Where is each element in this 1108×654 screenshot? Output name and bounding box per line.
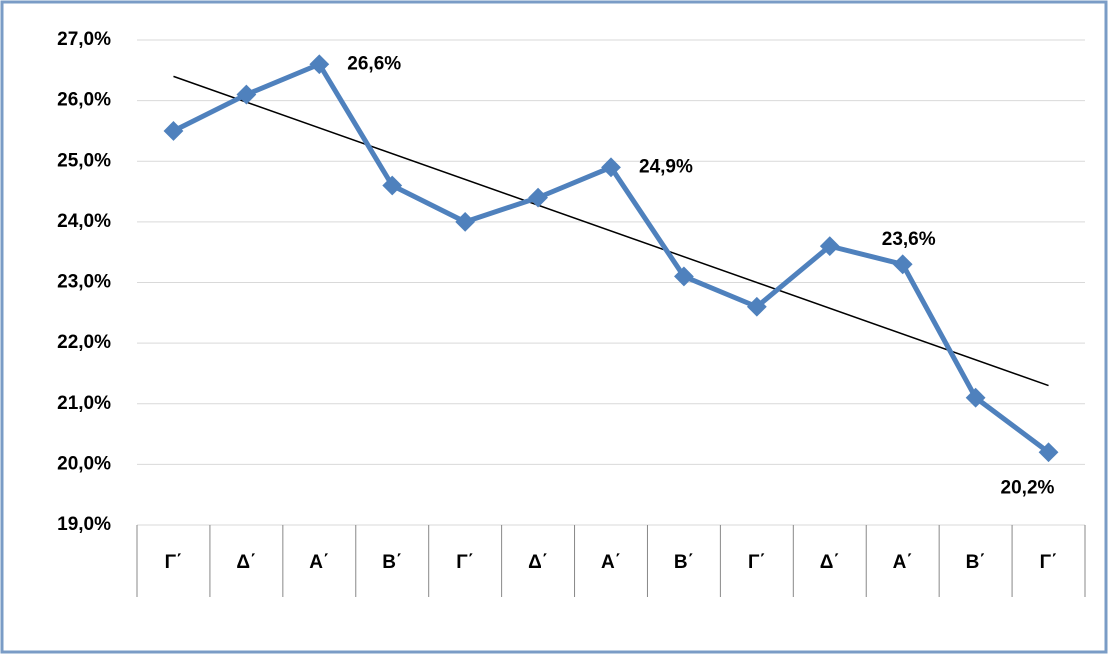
- x-tick-label: Δ΄: [528, 552, 548, 573]
- y-tick-label: 26,0%: [57, 90, 111, 111]
- y-tick-label: 22,0%: [57, 332, 111, 353]
- x-tick-label: Γ΄: [165, 552, 183, 573]
- data-label: 23,6%: [882, 229, 936, 250]
- x-tick-label: Β΄: [674, 552, 694, 573]
- data-point: [674, 266, 694, 287]
- y-tick-label: 27,0%: [57, 29, 111, 50]
- x-tick-label: Δ΄: [236, 552, 256, 573]
- data-label: 26,6%: [347, 53, 401, 74]
- y-tick-label: 19,0%: [57, 514, 111, 535]
- x-tick-label: Δ΄: [820, 552, 840, 573]
- data-point: [1038, 442, 1059, 463]
- data-point: [236, 84, 257, 105]
- data-point: [163, 121, 184, 141]
- x-tick-label: Α΄: [893, 552, 913, 573]
- x-tick-label: Α΄: [309, 552, 329, 573]
- x-tick-label: Β΄: [966, 552, 986, 573]
- data-point: [382, 175, 403, 196]
- x-tick-label: Γ΄: [1040, 552, 1058, 573]
- x-tick-label: Γ΄: [456, 552, 474, 573]
- data-point: [746, 296, 767, 317]
- y-tick-label: 21,0%: [57, 393, 111, 414]
- data-point: [965, 387, 986, 408]
- data-point: [892, 254, 913, 275]
- y-tick-label: 25,0%: [57, 150, 111, 171]
- data-label: 20,2%: [1001, 477, 1055, 498]
- x-tick-label: Β΄: [382, 552, 402, 573]
- x-tick-label: Γ΄: [748, 552, 766, 573]
- y-tick-label: 24,0%: [57, 211, 111, 232]
- trendline: [173, 75, 1049, 387]
- data-point: [455, 211, 476, 232]
- x-tick-label: Α΄: [601, 552, 621, 573]
- data-point: [309, 54, 330, 75]
- y-tick-label: 23,0%: [57, 272, 111, 293]
- data-label: 24,9%: [639, 156, 693, 177]
- y-tick-label: 20,0%: [57, 453, 111, 474]
